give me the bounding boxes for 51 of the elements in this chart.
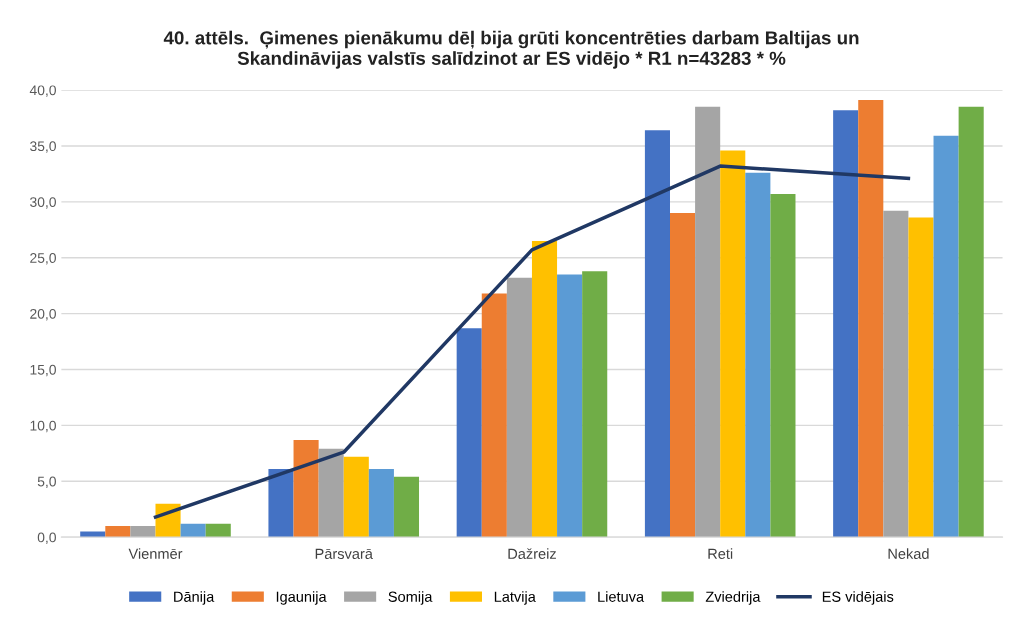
bar	[582, 271, 608, 538]
bar	[293, 439, 319, 538]
bar	[858, 100, 884, 538]
bar	[481, 293, 507, 538]
y-tick-label: 25,0	[30, 253, 56, 265]
y-tick-label: 30,0	[30, 197, 56, 209]
bar	[644, 130, 670, 538]
bar	[180, 523, 206, 538]
bar	[456, 328, 482, 538]
bar	[670, 213, 696, 538]
bar	[531, 240, 558, 538]
bar	[393, 476, 420, 538]
y-tick-label: 40,0	[29, 85, 56, 97]
legend-label: Igaunija	[276, 591, 327, 605]
bar	[720, 150, 746, 538]
legend-label: ES vidējais	[822, 591, 894, 605]
bar	[833, 110, 859, 538]
bar	[130, 525, 156, 538]
bar	[958, 106, 984, 538]
y-tick-label: 20,0	[30, 308, 56, 321]
bar	[557, 274, 583, 538]
bar	[105, 525, 131, 538]
bar	[506, 277, 532, 538]
bar	[933, 135, 959, 538]
bar	[205, 523, 231, 538]
bar	[268, 468, 294, 538]
y-tick-label: 0,0	[37, 532, 56, 544]
bar	[343, 456, 369, 538]
bar	[745, 172, 771, 538]
bar	[908, 217, 934, 538]
legend-label: Somija	[388, 591, 433, 605]
chart-title: 40. attēls. Ģimenes pienākumu dēļ bija grūti koncentrēties darbam Baltijas un Skandināvijas valstīs salīdzinot ar ES vidējo * R1 n=43283 * %	[163, 30, 859, 69]
y-tick-label: 15,0	[30, 364, 56, 377]
y-tick-label: 5,0	[37, 476, 56, 489]
line-series	[153, 164, 911, 519]
bar	[695, 106, 721, 538]
y-tick-label: 35,0	[30, 141, 56, 153]
legend-label: Dānija	[174, 591, 215, 605]
y-tick-label: 10,0	[30, 420, 56, 433]
x-tick-label: Pārsvarā	[315, 548, 373, 559]
x-tick-label: Vienmēr	[128, 548, 183, 559]
legend-label: Zviedrija	[705, 591, 761, 605]
bar	[770, 194, 796, 538]
legend-label: Latvija	[494, 591, 536, 605]
bar	[883, 210, 909, 538]
x-tick-label: Dažreiz	[508, 548, 556, 559]
x-tick-label: Reti	[708, 548, 733, 559]
bar	[368, 468, 394, 538]
x-tick-label: Nekad	[888, 548, 929, 559]
legend-label: Lietuva	[598, 591, 645, 602]
bar	[318, 448, 344, 538]
